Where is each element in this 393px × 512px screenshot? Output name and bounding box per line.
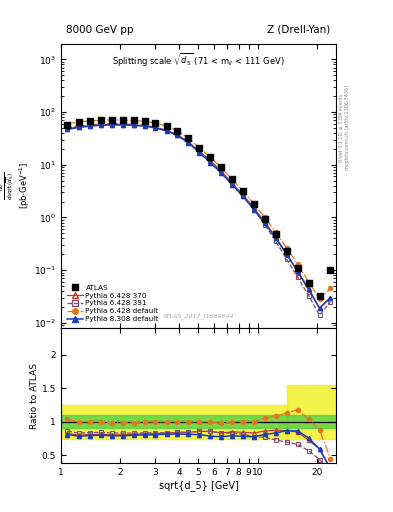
Point [240, 187, 246, 195]
Text: Z (Drell-Yan): Z (Drell-Yan) [267, 25, 331, 35]
Point [316, 292, 323, 301]
Point [196, 144, 202, 152]
Text: mcplots.cern.ch [arXiv:1306.3436]: mcplots.cern.ch [arXiv:1306.3436] [345, 86, 350, 170]
Point [163, 122, 170, 130]
Point [130, 116, 137, 124]
Point [97, 116, 104, 124]
Point [152, 119, 158, 127]
Text: Rivet 3.1.10; ≥ 2.8M events: Rivet 3.1.10; ≥ 2.8M events [339, 94, 344, 162]
Point [294, 264, 301, 272]
Point [262, 215, 268, 223]
Point [185, 134, 191, 142]
Point [207, 153, 213, 161]
Y-axis label: $\frac{d\sigma}{d\mathrm{sqrt}(\overline{d}_5)}$
[pb$\cdot$GeV$^{-1}$]: $\frac{d\sigma}{d\mathrm{sqrt}(\overline… [0, 162, 32, 209]
Point [75, 118, 82, 126]
Y-axis label: Ratio to ATLAS: Ratio to ATLAS [30, 362, 39, 429]
Point [229, 175, 235, 183]
Point [64, 120, 71, 129]
Point [251, 200, 257, 208]
Text: ATLAS_2017_I1589844: ATLAS_2017_I1589844 [163, 314, 234, 319]
Point [327, 266, 334, 274]
Point [174, 127, 181, 135]
Point [284, 247, 290, 255]
Point [141, 117, 148, 125]
Point [119, 116, 126, 124]
Point [108, 116, 115, 124]
Text: Splitting scale $\sqrt{d_5}$ (71 < m$_{ll}$ < 111 GeV): Splitting scale $\sqrt{d_5}$ (71 < m$_{l… [112, 51, 285, 68]
X-axis label: sqrt{d_5} [GeV]: sqrt{d_5} [GeV] [158, 480, 239, 491]
Point [305, 279, 312, 287]
Point [218, 163, 224, 172]
Legend: ATLAS, Pythia 6.428 370, Pythia 6.428 391, Pythia 6.428 default, Pythia 8.308 de: ATLAS, Pythia 6.428 370, Pythia 6.428 39… [64, 283, 161, 324]
Text: 8000 GeV pp: 8000 GeV pp [66, 25, 134, 35]
Point [86, 117, 93, 125]
Point [273, 230, 279, 239]
